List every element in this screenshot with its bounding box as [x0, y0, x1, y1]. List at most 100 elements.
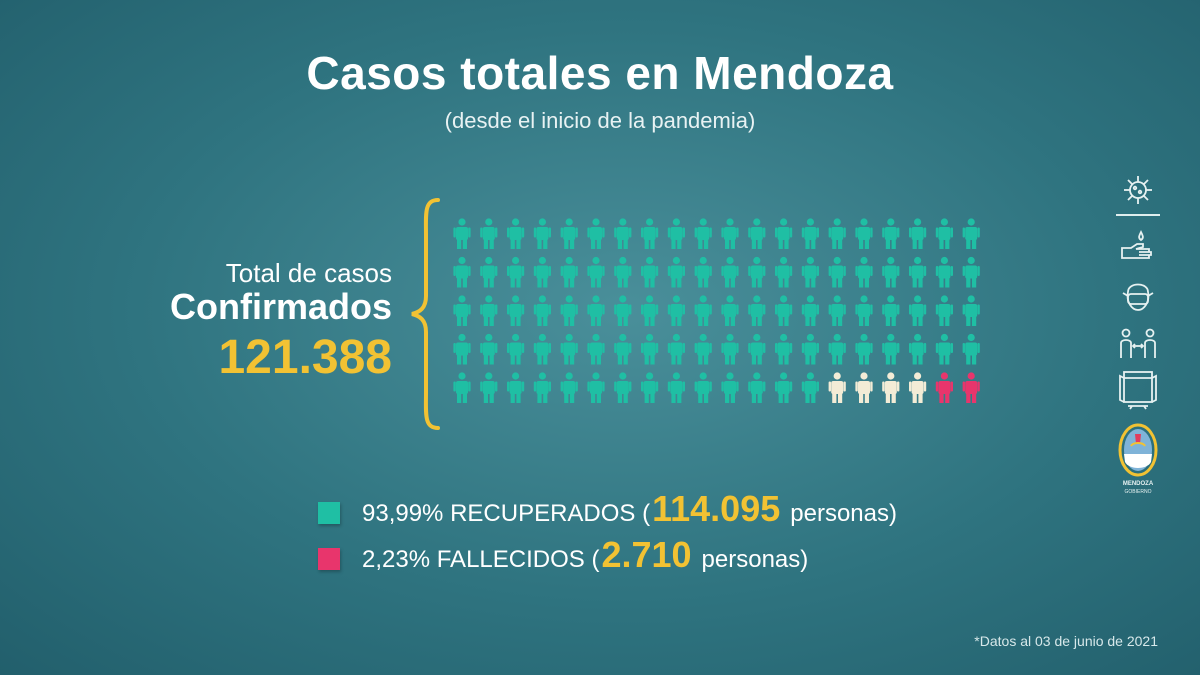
- person-icon-recovered: [587, 295, 605, 326]
- person-icon-recovered: [667, 218, 685, 249]
- person-icon-recovered: [560, 256, 578, 288]
- person-icon-recovered: [614, 372, 632, 403]
- person-icon-recovered: [909, 218, 927, 249]
- svg-text:MENDOZA: MENDOZA: [1123, 481, 1154, 487]
- person-icon-recovered: [614, 333, 632, 365]
- person-icon-recovered: [855, 256, 873, 288]
- person-icon-recovered: [641, 218, 659, 249]
- person-icon-recovered: [587, 256, 605, 288]
- person-icon-recovered: [641, 256, 659, 288]
- person-icon-recovered: [614, 295, 632, 326]
- person-icon-recovered: [882, 295, 900, 326]
- person-icon-deceased: [935, 372, 953, 403]
- virus-icon: [1112, 174, 1164, 206]
- person-icon-recovered: [828, 295, 846, 326]
- person-icon-recovered: [560, 218, 578, 249]
- page-title: Casos totales en Mendoza: [306, 47, 894, 99]
- person-icon-recovered: [935, 218, 953, 249]
- person-icon-recovered: [641, 295, 659, 326]
- person-icon-recovered: [480, 295, 498, 326]
- person-icon-recovered: [775, 218, 793, 249]
- person-icon-recovered: [667, 333, 685, 365]
- person-icon-recovered: [560, 372, 578, 403]
- person-icon-recovered: [667, 256, 685, 288]
- hand-washing-icon: [1112, 228, 1164, 264]
- person-icon-recovered: [748, 295, 766, 326]
- person-icon-recovered: [935, 333, 953, 365]
- social-distance-icon: [1112, 326, 1164, 360]
- person-icon-recovered: [721, 372, 739, 403]
- mendoza-shield-logo: MENDOZA GOBIERNO: [1112, 422, 1164, 502]
- person-icon-recovered: [641, 333, 659, 365]
- person-icon-recovered: [748, 256, 766, 288]
- person-icon-recovered: [533, 218, 551, 249]
- person-icon-recovered: [453, 295, 471, 326]
- person-icon-recovered: [909, 256, 927, 288]
- person-icon-recovered: [507, 372, 525, 403]
- recovered-swatch: [318, 502, 340, 524]
- person-icon-recovered: [748, 372, 766, 403]
- person-icon-recovered: [507, 333, 525, 365]
- person-icon-recovered: [775, 295, 793, 326]
- person-icon-recovered: [480, 256, 498, 288]
- person-icon-recovered: [721, 295, 739, 326]
- person-icon-recovered: [614, 256, 632, 288]
- person-icon-recovered: [935, 295, 953, 326]
- person-icon-recovered: [614, 218, 632, 249]
- person-icon-recovered: [507, 295, 525, 326]
- deceased-swatch: [318, 548, 340, 570]
- brace-icon: [411, 198, 440, 430]
- deceased-number: 2.710: [601, 534, 692, 575]
- person-icon-recovered: [828, 333, 846, 365]
- person-icon-recovered: [453, 256, 471, 288]
- person-icon-recovered: [962, 295, 980, 326]
- person-icon-recovered: [748, 333, 766, 365]
- person-icon-recovered: [667, 295, 685, 326]
- person-icon-recovered: [909, 295, 927, 326]
- deceased-prefix: 2,23% FALLECIDOS (: [362, 546, 600, 573]
- person-icon-recovered: [855, 295, 873, 326]
- total-label: Total de casos: [225, 258, 392, 288]
- person-icon-recovered: [909, 333, 927, 365]
- person-icon-recovered: [935, 256, 953, 288]
- person-icon-recovered: [694, 372, 712, 403]
- person-icon-recovered: [801, 256, 819, 288]
- person-icon-recovered: [480, 372, 498, 403]
- svg-text:GOBIERNO: GOBIERNO: [1125, 489, 1152, 495]
- person-icon-recovered: [855, 333, 873, 365]
- recovered-number: 114.095: [652, 488, 781, 529]
- person-icon-recovered: [641, 372, 659, 403]
- footnote: *Datos al 03 de junio de 2021: [974, 633, 1158, 649]
- person-icon-recovered: [855, 218, 873, 249]
- person-icon-recovered: [775, 372, 793, 403]
- person-icon-recovered: [533, 256, 551, 288]
- person-icon-recovered: [560, 295, 578, 326]
- person-icon-recovered: [453, 333, 471, 365]
- person-icon-recovered: [828, 218, 846, 249]
- person-icon-recovered: [801, 333, 819, 365]
- recovered-prefix: 93,99% RECUPERADOS (: [362, 500, 651, 527]
- person-icon-recovered: [694, 218, 712, 249]
- person-icon-recovered: [801, 218, 819, 249]
- person-icon-recovered: [801, 295, 819, 326]
- total-number: 121.388: [218, 331, 392, 384]
- person-icon-active: [909, 372, 927, 403]
- person-icon-active: [855, 372, 873, 403]
- person-icon-recovered: [480, 333, 498, 365]
- person-icon-recovered: [721, 333, 739, 365]
- person-icon-recovered: [453, 372, 471, 403]
- person-icon-recovered: [801, 372, 819, 403]
- person-icon-recovered: [507, 256, 525, 288]
- legend-deceased: 2,23% FALLECIDOS ( 2.710 personas): [318, 534, 808, 576]
- deceased-suffix: personas): [701, 546, 809, 573]
- person-icon-recovered: [962, 218, 980, 249]
- person-icon-recovered: [507, 218, 525, 249]
- person-icon-recovered: [748, 218, 766, 249]
- recovered-suffix: personas): [790, 500, 897, 527]
- person-icon-recovered: [694, 333, 712, 365]
- page-subtitle: (desde el inicio de la pandemia): [444, 108, 756, 133]
- divider: [1116, 214, 1160, 216]
- person-icon-deceased: [962, 372, 980, 403]
- window-ventilation-icon: [1112, 368, 1164, 410]
- person-icon-recovered: [587, 333, 605, 365]
